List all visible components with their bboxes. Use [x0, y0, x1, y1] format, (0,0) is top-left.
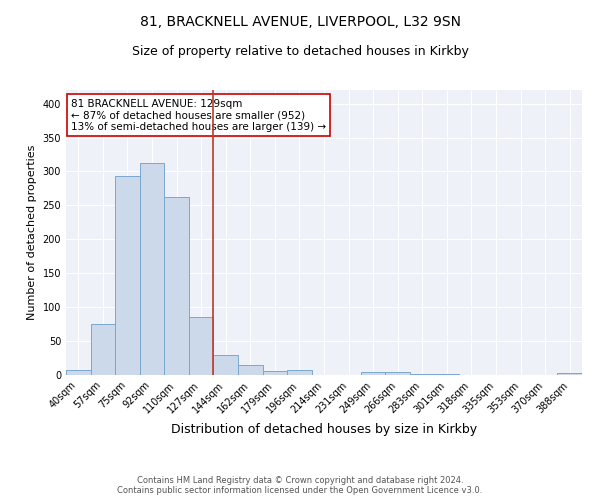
Bar [287, 370, 312, 375]
Bar [557, 373, 582, 375]
Text: Contains HM Land Registry data © Crown copyright and database right 2024.
Contai: Contains HM Land Registry data © Crown c… [118, 476, 482, 495]
Bar [238, 365, 263, 375]
Bar [115, 176, 140, 375]
Bar [214, 356, 238, 375]
Bar [91, 324, 115, 375]
Bar [164, 197, 189, 375]
Y-axis label: Number of detached properties: Number of detached properties [27, 145, 37, 320]
Bar [410, 374, 434, 375]
Text: 81, BRACKNELL AVENUE, LIVERPOOL, L32 9SN: 81, BRACKNELL AVENUE, LIVERPOOL, L32 9SN [139, 15, 461, 29]
Text: Size of property relative to detached houses in Kirkby: Size of property relative to detached ho… [131, 45, 469, 58]
Bar [66, 370, 91, 375]
Bar [140, 164, 164, 375]
Bar [361, 372, 385, 375]
X-axis label: Distribution of detached houses by size in Kirkby: Distribution of detached houses by size … [171, 423, 477, 436]
Bar [189, 318, 214, 375]
Bar [263, 371, 287, 375]
Bar [434, 374, 459, 375]
Text: 81 BRACKNELL AVENUE: 129sqm
← 87% of detached houses are smaller (952)
13% of se: 81 BRACKNELL AVENUE: 129sqm ← 87% of det… [71, 98, 326, 132]
Bar [385, 372, 410, 375]
